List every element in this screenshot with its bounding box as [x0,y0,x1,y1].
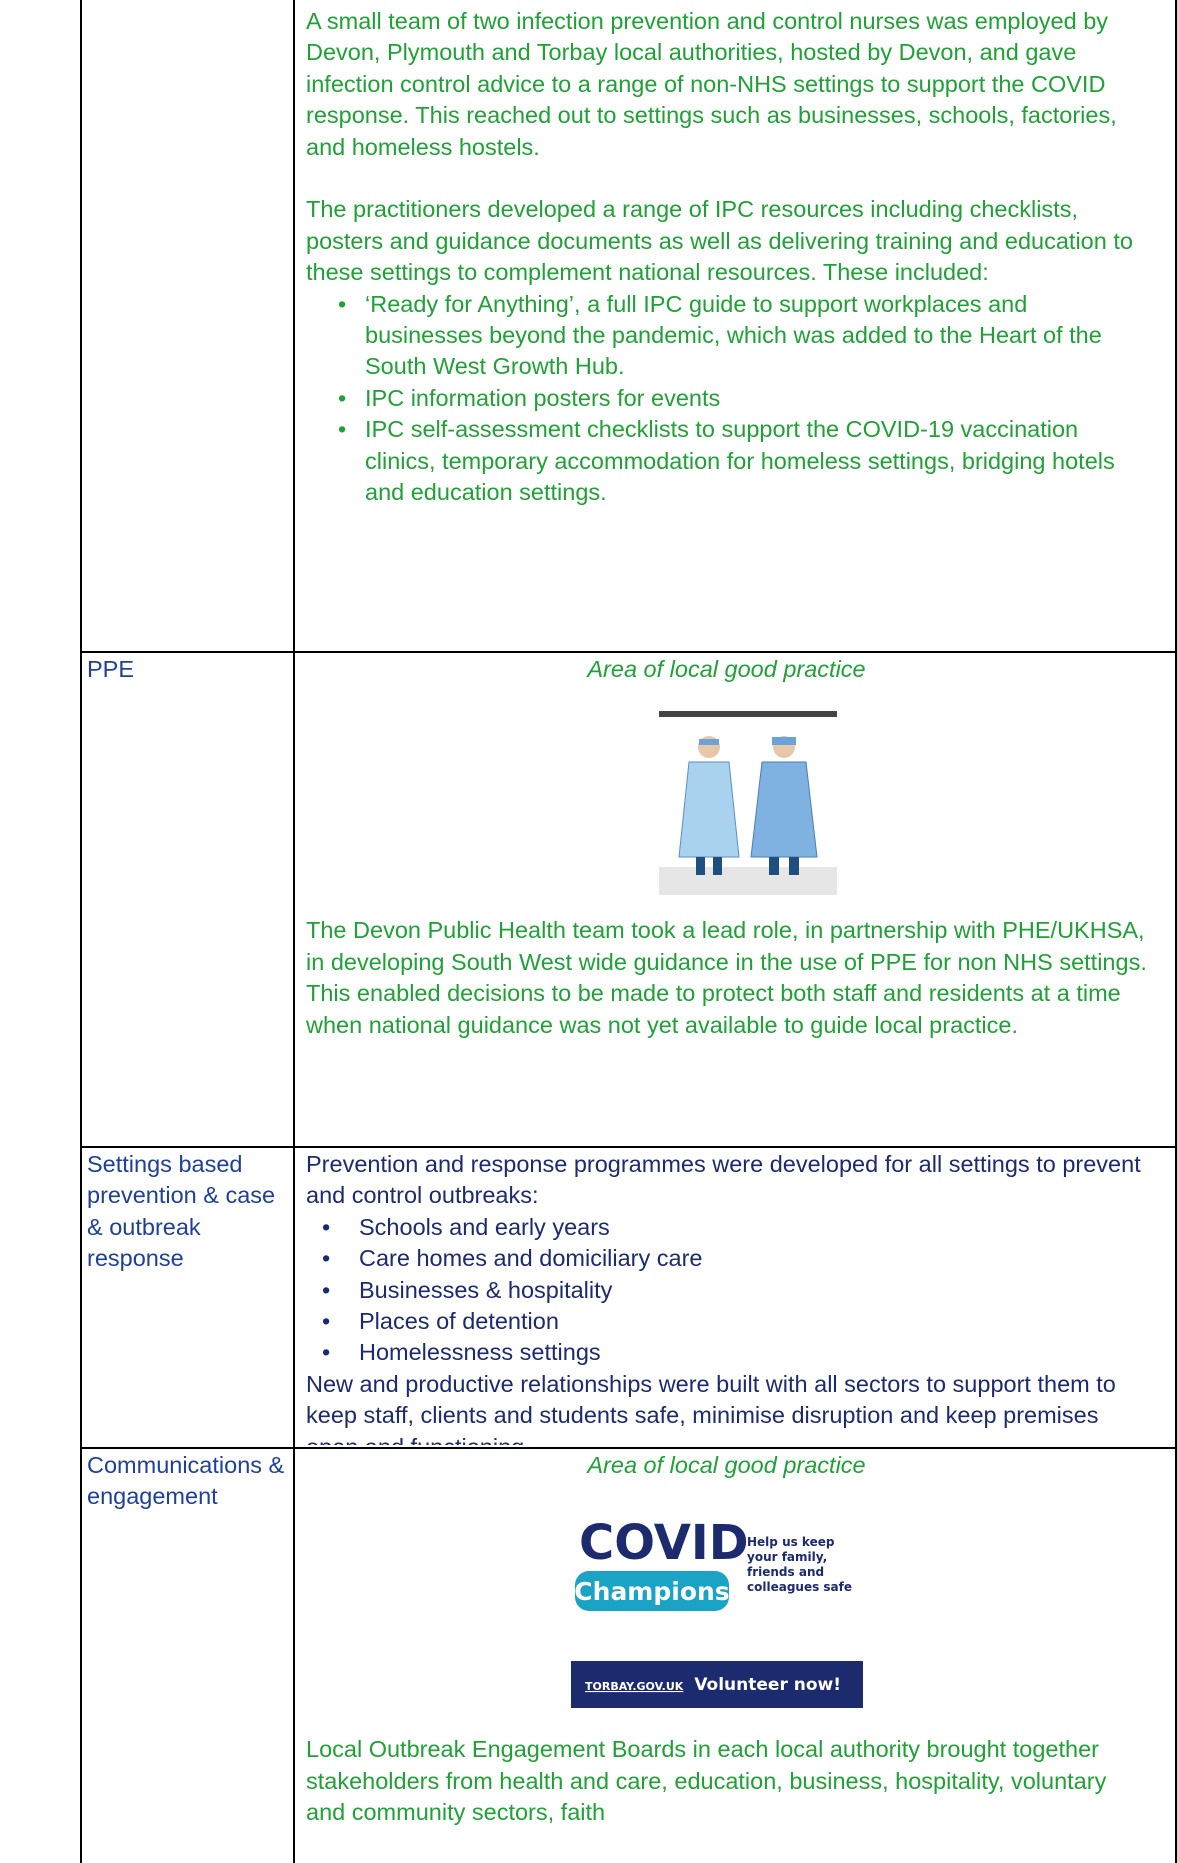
banner-subtitle: Champions [574,1577,729,1606]
banner-site: TORBAY.GOV.UK [585,1680,684,1693]
border [80,1447,1177,1449]
cell: Area of local good practice COVID Champi… [294,1450,1177,1863]
heading: Area of local good practice [587,656,866,682]
border [80,0,82,1863]
paragraph: Prevention and response programmes were … [306,1151,1141,1209]
paragraph: A small team of two infection prevention… [306,8,1117,160]
bullet-item: Businesses & hospitality [306,1275,1147,1307]
border [80,651,1177,653]
cell: Prevention and response programmes were … [294,1149,1177,1445]
ppe-illustration [659,707,837,896]
border [1175,0,1177,1863]
cell: A small team of two infection prevention… [294,6,1177,646]
bullet-item: Care homes and domiciliary care [306,1243,1147,1275]
heading: Area of local good practice [587,1452,866,1478]
border [80,1146,1177,1148]
bullet-item: ‘Ready for Anything’, a full IPC guide t… [306,289,1147,383]
banner-tagline: Help us keep your family, friends and co… [747,1535,853,1595]
cell: Area of local good practice The Devon Pu… [294,654,1177,1144]
bullet-item: IPC information posters for events [306,383,1147,415]
banner-title: COVID [579,1515,749,1571]
bullet-item: Places of detention [306,1306,1147,1338]
border [293,0,295,1863]
paragraph: The practitioners developed a range of I… [306,196,1133,286]
bullet-list: ‘Ready for Anything’, a full IPC guide t… [306,289,1147,509]
paragraph: New and productive relationships were bu… [306,1370,1116,1445]
bullet-item: Homelessness settings [306,1337,1147,1369]
row-label: Communications & engagement [87,1452,285,1510]
bullet-item: Schools and early years [306,1212,1147,1244]
banner-button: Volunteer now! [694,1675,841,1695]
paragraph: The Devon Public Health team took a lead… [306,917,1147,1038]
row-label: PPE [87,656,135,682]
bullet-list: Schools and early yearsCare homes and do… [306,1212,1147,1369]
row-label: Settings based prevention & case & outbr… [87,1151,276,1272]
bullet-item: IPC self-assessment checklists to suppor… [306,414,1147,508]
covid-champions-banner: COVID Champions Help us keep your family… [571,1501,863,1709]
paragraph: Local Outbreak Engagement Boards in each… [306,1736,1107,1826]
